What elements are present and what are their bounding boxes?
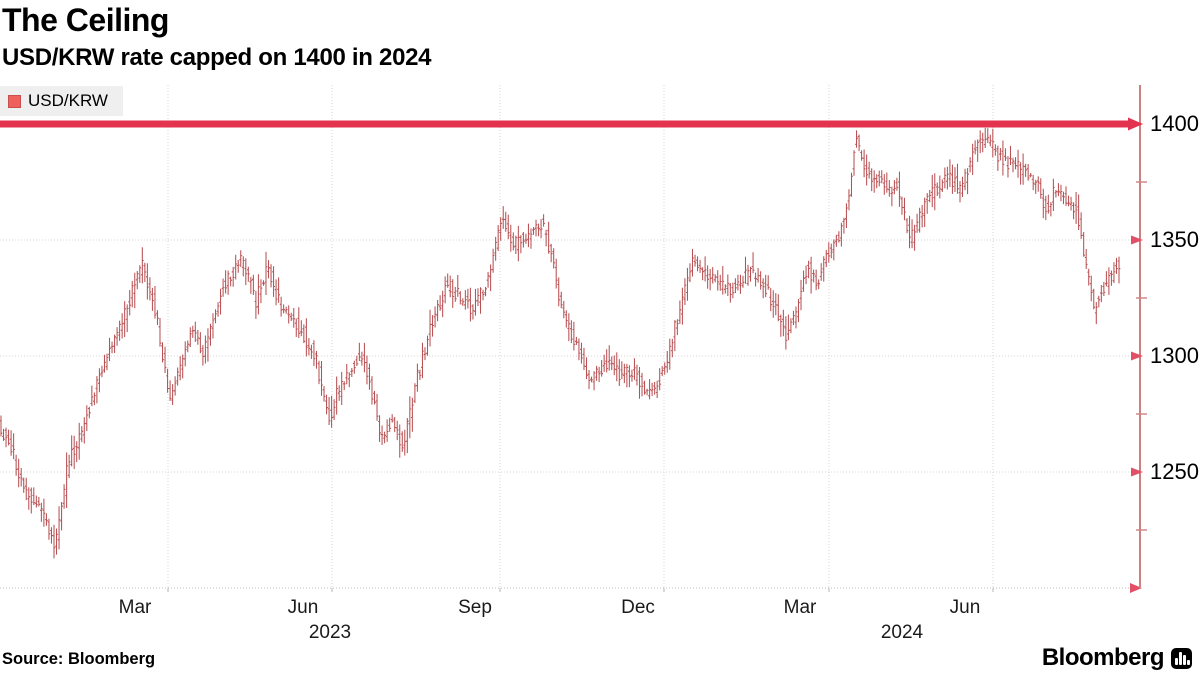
legend-series-label: USD/KRW xyxy=(28,91,108,110)
y-axis-major-tick xyxy=(1131,351,1143,361)
chart-legend: USD/KRW xyxy=(0,86,123,116)
legend-swatch-icon xyxy=(8,94,21,108)
bloomberg-mark-icon xyxy=(1171,647,1192,669)
y-axis-label: 1350 xyxy=(1150,227,1199,252)
x-month-label: Jun xyxy=(287,597,319,618)
x-month-label: Mar xyxy=(118,597,152,618)
x-month-label: Sep xyxy=(458,597,492,618)
x-month-label: Jun xyxy=(949,597,981,618)
x-year-label: 2024 xyxy=(880,622,924,643)
page-title: The Ceiling xyxy=(2,2,169,38)
y-axis-label: 1250 xyxy=(1150,459,1199,484)
x-axis-arrow xyxy=(1130,583,1142,593)
y-axis-major-tick xyxy=(1131,235,1143,245)
y-axis-label: 1300 xyxy=(1150,343,1199,368)
x-year-label: 2023 xyxy=(308,622,352,643)
source-credit: Source: Bloomberg xyxy=(2,650,156,668)
y-axis-major-tick xyxy=(1131,467,1143,477)
ohlc-bars xyxy=(0,127,1121,559)
bloomberg-wordmark: Bloomberg xyxy=(1041,644,1165,671)
y-axis-label: 1400 xyxy=(1150,111,1199,136)
cap-line-arrow xyxy=(1128,117,1143,131)
bloomberg-logo: Bloomberg xyxy=(1042,644,1192,672)
chart-area: USD/KRW xyxy=(0,85,1200,595)
price-plot xyxy=(0,85,1147,593)
x-month-label: Mar xyxy=(783,597,817,618)
x-month-label: Dec xyxy=(621,597,655,618)
chart-subtitle: USD/KRW rate capped on 1400 in 2024 xyxy=(2,44,432,71)
